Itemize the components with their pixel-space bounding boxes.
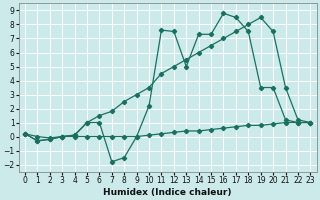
X-axis label: Humidex (Indice chaleur): Humidex (Indice chaleur): [103, 188, 232, 197]
